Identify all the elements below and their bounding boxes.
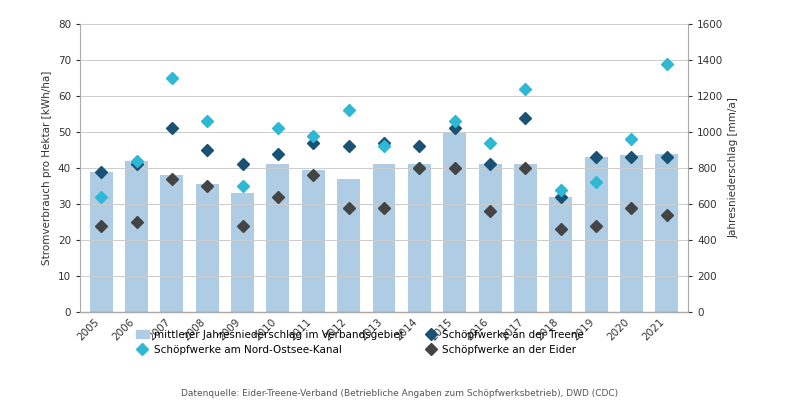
Bar — [373, 164, 395, 312]
Bar — [266, 164, 290, 312]
Bar — [550, 197, 572, 312]
Bar — [302, 170, 325, 312]
Bar — [90, 172, 113, 312]
Bar — [655, 154, 678, 312]
Bar — [196, 184, 218, 312]
Bar — [478, 164, 502, 312]
Bar — [408, 164, 431, 312]
Bar — [231, 193, 254, 312]
Text: Datenquelle: Eider-Treene-Verband (Betriebliche Angaben zum Schöpfwerksbetrieb),: Datenquelle: Eider-Treene-Verband (Betri… — [182, 389, 618, 398]
Bar — [620, 155, 643, 312]
Bar — [443, 132, 466, 312]
Bar — [161, 175, 183, 312]
Bar — [585, 157, 607, 312]
Bar — [125, 161, 148, 312]
Bar — [337, 179, 360, 312]
Y-axis label: Jahresniederschlag [mm/a]: Jahresniederschlag [mm/a] — [729, 98, 739, 238]
Bar — [514, 164, 537, 312]
Y-axis label: Stromverbrauch pro Hektar [kWh/ha]: Stromverbrauch pro Hektar [kWh/ha] — [42, 71, 52, 265]
Legend: mittlerer Jahresniederschlag im Verbandsgebiet, Schöpfwerke am Nord-Ostsee-Kanal: mittlerer Jahresniederschlag im Verbands… — [136, 330, 584, 355]
